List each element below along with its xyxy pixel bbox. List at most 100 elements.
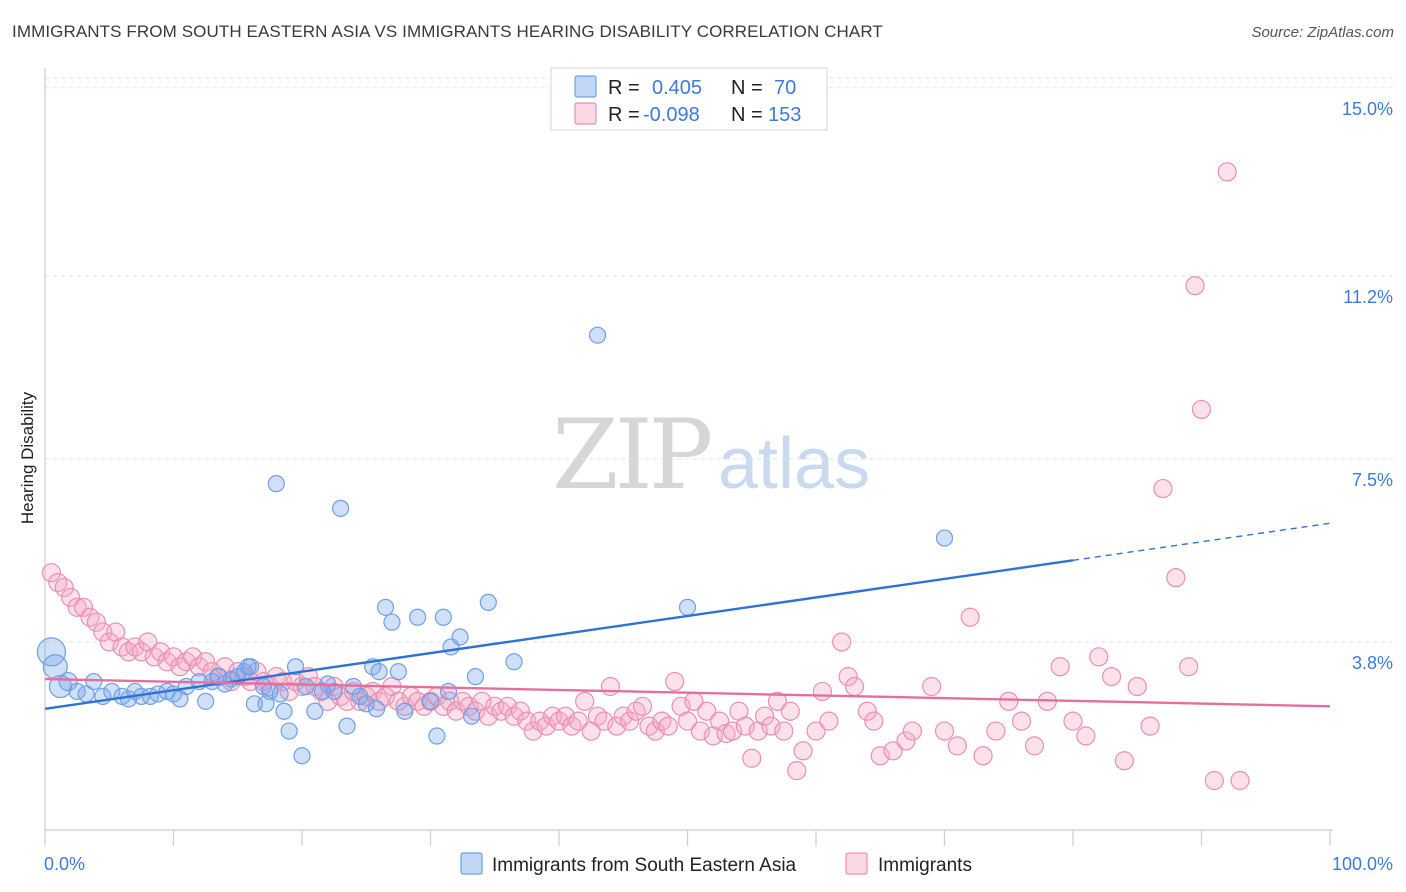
immigrants-point-14 <box>131 642 151 662</box>
immigrants-point-132 <box>947 736 967 756</box>
immigrants-point-113 <box>767 691 788 711</box>
immigrants-point-141 <box>1063 711 1083 731</box>
immigrants-point-96 <box>658 716 678 736</box>
sea-point-32 <box>275 702 293 720</box>
y-tick-label-0: 3.8% <box>1352 653 1393 673</box>
immigrants-point-120 <box>819 711 839 731</box>
immigrants-point-23 <box>189 657 209 677</box>
immigrants-point-88 <box>607 716 627 736</box>
immigrants-point-3 <box>61 587 81 608</box>
immigrants-point-154 <box>1217 162 1237 182</box>
immigrants-point-54 <box>388 691 408 711</box>
immigrants-point-82 <box>568 711 588 731</box>
immigrants-point-148 <box>1153 478 1173 499</box>
immigrants-point-6 <box>80 607 100 627</box>
immigrants-point-24 <box>196 652 216 672</box>
sea-point-48 <box>383 613 401 631</box>
y-axis-label: Hearing Disability <box>18 391 37 524</box>
sea-point-51 <box>421 692 440 710</box>
sea-point-58 <box>479 593 497 611</box>
immigrants-point-149 <box>1166 568 1186 588</box>
sea-point-0 <box>36 637 67 667</box>
immigrants-point-22 <box>183 647 203 667</box>
sea-point-47 <box>376 598 395 616</box>
immigrants-point-9 <box>99 632 119 652</box>
immigrants-point-91 <box>626 701 646 721</box>
immigrants-point-138 <box>1024 736 1045 756</box>
source-credit: Source: ZipAtlas.com <box>1251 24 1394 41</box>
legend-r-label-2: R = <box>608 104 640 126</box>
immigrants-point-104 <box>710 711 730 731</box>
immigrants-point-119 <box>812 681 833 702</box>
trend-line-1 <box>44 677 1331 708</box>
sea-point-52 <box>428 727 446 745</box>
sea-point-59 <box>463 707 481 725</box>
sea-point-40 <box>331 499 350 517</box>
immigrants-point-124 <box>857 701 878 721</box>
immigrants-point-81 <box>562 716 582 736</box>
legend-r-label-1: R = <box>608 77 640 99</box>
y-tick-labels: 3.8% 7.5% 11.2% 15.0% <box>1342 99 1393 673</box>
sea-point-61 <box>588 326 607 344</box>
immigrants-point-80 <box>555 706 576 726</box>
immigrants-point-145 <box>1114 751 1135 771</box>
y-tick-label-1: 7.5% <box>1352 470 1393 490</box>
sea-point-44 <box>357 695 375 713</box>
immigrants-point-135 <box>986 721 1006 741</box>
immigrants-point-111 <box>754 706 775 726</box>
legend-r-value-1: 0.405 <box>652 77 702 99</box>
immigrants-point-150 <box>1179 657 1199 677</box>
immigrants-point-128 <box>896 731 916 751</box>
immigrants-point-1 <box>48 572 68 593</box>
immigrants-point-72 <box>504 706 524 726</box>
immigrants-point-147 <box>1140 716 1160 736</box>
axes <box>44 68 1333 831</box>
series-legend-swatch-blue <box>460 852 483 875</box>
x-ticks <box>44 830 1331 846</box>
immigrants-point-144 <box>1101 667 1122 687</box>
sea-point-20 <box>197 692 215 710</box>
immigrants-point-70 <box>491 701 511 721</box>
immigrants-point-18 <box>157 652 177 672</box>
immigrants-point-130 <box>922 676 942 697</box>
immigrants-point-155 <box>1230 770 1250 791</box>
sea-point-49 <box>396 702 414 720</box>
immigrants-point-93 <box>639 716 659 736</box>
legend-swatch-pink <box>574 102 597 125</box>
sea-point-63 <box>935 529 954 547</box>
immigrants-point-55 <box>395 696 415 716</box>
immigrants-point-146 <box>1127 676 1147 697</box>
immigrants-point-108 <box>735 716 755 736</box>
sea-point-50 <box>409 608 427 626</box>
watermark-atlas: atlas <box>718 424 870 504</box>
immigrants-point-77 <box>536 716 556 736</box>
immigrants-point-75 <box>523 721 543 741</box>
sea-point-60 <box>505 653 523 671</box>
immigrants-point-142 <box>1076 726 1096 746</box>
immigrants-point-65 <box>459 696 479 716</box>
series-legend-swatch-pink <box>845 852 868 875</box>
sea-point-66 <box>313 682 332 701</box>
sea-point-67 <box>271 685 289 703</box>
immigrants-point-76 <box>530 711 550 731</box>
sea-point-6 <box>85 672 103 691</box>
immigrants-point-102 <box>697 701 717 721</box>
series-sea-points <box>36 326 954 765</box>
sea-point-53 <box>434 608 452 626</box>
immigrants-point-125 <box>864 711 884 731</box>
sea-point-56 <box>439 682 458 701</box>
sea-point-3 <box>58 671 78 692</box>
immigrants-point-4 <box>67 597 87 617</box>
immigrants-point-99 <box>677 711 698 731</box>
sea-point-65 <box>389 663 407 681</box>
immigrants-point-73 <box>510 701 531 721</box>
legend-n-label-1: N = <box>731 77 763 99</box>
immigrants-point-7 <box>86 612 107 632</box>
immigrants-point-48 <box>350 691 370 711</box>
sea-point-31 <box>267 475 285 493</box>
immigrants-point-86 <box>594 711 614 731</box>
immigrants-point-123 <box>844 676 865 697</box>
immigrants-point-131 <box>934 721 955 741</box>
immigrants-point-16 <box>144 647 164 667</box>
